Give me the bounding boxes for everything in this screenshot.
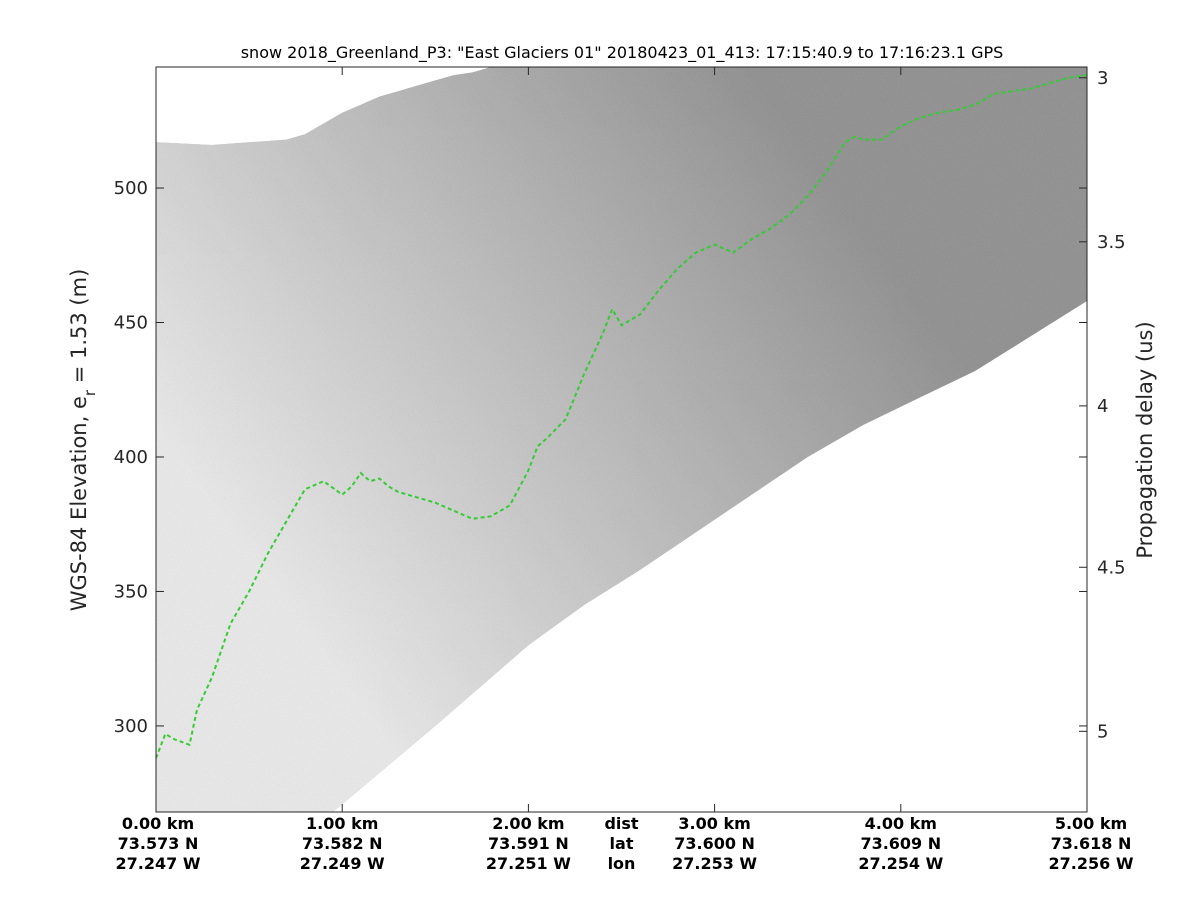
bed-layer-line [156, 74, 1087, 759]
y2-axis-label: Propagation delay (us) [1133, 321, 1157, 558]
x-tick-label-lon: 27.253 W [672, 854, 757, 873]
x-tick-label-lon: 27.256 W [1049, 854, 1134, 873]
x-tick-label-lat: 73.609 N [860, 834, 941, 853]
x-row-label-lon: lon [608, 854, 636, 873]
x-tick-label-lon: 27.251 W [486, 854, 571, 873]
x-tick-label-lat: 73.591 N [488, 834, 569, 853]
x-row-label-dist: dist [604, 814, 638, 833]
plot-frame [155, 66, 1088, 813]
echogram-area [156, 67, 1087, 812]
x-tick-label-dist: 2.00 km [492, 814, 564, 833]
y2-tick-label: 3 [1097, 68, 1108, 89]
y-tick-label: 500 [114, 178, 148, 199]
y2-tick-label: 4.5 [1097, 557, 1126, 578]
x-tick-label-dist: 3.00 km [678, 814, 750, 833]
y-tick-label: 400 [114, 447, 148, 468]
y2-tick-label: 4 [1097, 396, 1108, 417]
x-tick-label-lon: 27.247 W [116, 854, 201, 873]
y-axis-left: 300 350 400 450 500 [114, 178, 1087, 737]
y-tick-label: 350 [114, 581, 148, 602]
chart-title: snow 2018_Greenland_P3: "East Glaciers 0… [241, 43, 1004, 63]
x-tick-label-dist: 0.00 km [122, 814, 194, 833]
x-tick-label-dist: 4.00 km [865, 814, 937, 833]
y-tick-label: 450 [114, 313, 148, 334]
x-tick-label-lat: 73.600 N [674, 834, 755, 853]
x-tick-label-dist: 1.00 km [306, 814, 378, 833]
x-tick-label-lat: 73.582 N [302, 834, 383, 853]
x-tick-label-lon: 27.249 W [300, 854, 385, 873]
x-row-label-lat: lat [610, 834, 634, 853]
x-tick-label-lat: 73.573 N [118, 834, 199, 853]
y-axis-right: 3 3.5 4 4.5 5 [1079, 68, 1126, 742]
x-tick-label-lat: 73.618 N [1051, 834, 1132, 853]
y-axis-label: WGS-84 Elevation, er = 1.53 (m) [67, 269, 99, 612]
x-tick-label-dist: 5.00 km [1055, 814, 1127, 833]
y-tick-label: 300 [114, 716, 148, 737]
y2-tick-label: 5 [1097, 721, 1108, 742]
y2-tick-label: 3.5 [1097, 232, 1126, 253]
x-tick-label-lon: 27.254 W [858, 854, 943, 873]
